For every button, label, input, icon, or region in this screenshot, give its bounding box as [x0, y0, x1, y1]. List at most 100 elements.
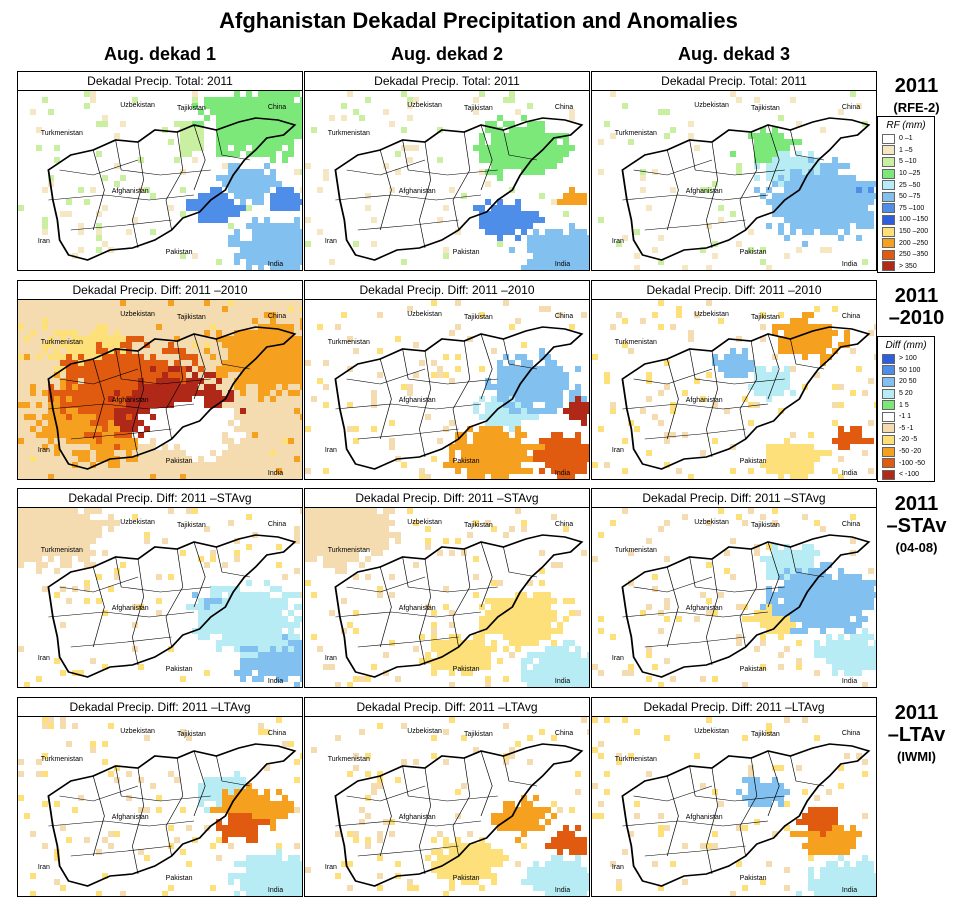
afghanistan-boundaries — [47, 326, 297, 470]
row-title-stav-sub: (04-08) — [895, 540, 938, 555]
country-label-pakistan: Pakistan — [165, 874, 193, 882]
column-title-dekad-2: Aug. dekad 2 — [390, 44, 504, 64]
row-title-rfe-sub: (RFE-2) — [893, 100, 940, 115]
afghanistan-boundaries — [621, 117, 871, 261]
legend-swatch — [882, 214, 895, 225]
legend-item: > 350 — [878, 261, 934, 273]
country-label-afghanistan: Afghanistan — [685, 813, 723, 821]
legend-swatch — [882, 365, 895, 376]
legend-swatch — [882, 446, 895, 457]
country-label-turkmenistan: Turkmenistan — [327, 547, 370, 555]
panel-title: Dekadal Precip. Diff: 2011 –LTAvg — [305, 698, 589, 717]
legend-swatch — [882, 376, 895, 387]
legend-swatch — [882, 411, 895, 422]
figure-title: Afghanistan Dekadal Precipitation and An… — [219, 8, 738, 33]
country-label-tajikistan: Tajikistan — [751, 105, 780, 113]
country-label-uzbekistan: Uzbekistan — [120, 727, 155, 735]
country-label-uzbekistan: Uzbekistan — [694, 518, 729, 526]
country-label-india: India — [267, 470, 284, 478]
country-label-turkmenistan: Turkmenistan — [614, 130, 657, 138]
country-label-turkmenistan: Turkmenistan — [40, 130, 83, 138]
panel-title: Dekadal Precip. Diff: 2011 –LTAvg — [592, 698, 876, 717]
precip-raster — [592, 508, 876, 687]
legend-item: 0 –1 — [878, 133, 934, 145]
country-label-tajikistan: Tajikistan — [751, 522, 780, 530]
country-label-tajikistan: Tajikistan — [751, 314, 780, 322]
legend-swatch — [882, 156, 895, 167]
country-label-iran: Iran — [37, 863, 50, 871]
country-label-pakistan: Pakistan — [452, 665, 480, 673]
country-label-pakistan: Pakistan — [452, 874, 480, 882]
legend-diff-title: Diff (mm) — [885, 340, 927, 351]
country-label-tajikistan: Tajikistan — [464, 314, 493, 322]
legend-label: -5 -1 — [899, 424, 914, 432]
legend-swatch — [882, 388, 895, 399]
row-title-ltav-main: 2011 –LTAv — [887, 702, 946, 746]
country-label-china: China — [554, 520, 574, 528]
legend-item: 20 50 — [878, 376, 934, 388]
legend-label: < -100 — [899, 471, 920, 479]
column-title-dekad-1: Aug. dekad 1 — [103, 44, 217, 64]
legend-item: -5 -1 — [878, 423, 934, 435]
country-label-china: China — [554, 729, 574, 737]
country-label-iran: Iran — [324, 446, 337, 454]
row-title-ltav-sub: (IWMI) — [897, 749, 936, 764]
afghanistan-boundaries — [621, 743, 871, 887]
afghanistan-boundaries — [334, 326, 584, 470]
country-label-pakistan: Pakistan — [165, 248, 193, 256]
legend-item: 5 20 — [878, 388, 934, 400]
panel-title: Dekadal Precip. Diff: 2011 –STAvg — [18, 489, 302, 508]
country-label-pakistan: Pakistan — [165, 457, 193, 465]
country-label-turkmenistan: Turkmenistan — [40, 339, 83, 347]
country-label-pakistan: Pakistan — [739, 248, 767, 256]
map-panel-r2-c3: Dekadal Precip. Diff: 2011 –2010 Uzbekist… — [591, 280, 877, 480]
legend-swatch — [882, 145, 895, 156]
country-label-afghanistan: Afghanistan — [398, 604, 436, 612]
legend-item: -50 -20 — [878, 446, 934, 458]
country-label-china: China — [554, 103, 574, 111]
country-label-iran: Iran — [611, 654, 624, 662]
country-label-china: China — [841, 312, 861, 320]
map-panel-r1-c3: Dekadal Precip. Total: 2011 Uzbekistan Taj… — [591, 71, 877, 271]
panel-title: Dekadal Precip. Diff: 2011 –2010 — [18, 281, 302, 300]
country-label-iran: Iran — [611, 863, 624, 871]
panel-title: Dekadal Precip. Total: 2011 — [18, 72, 302, 91]
country-label-uzbekistan: Uzbekistan — [120, 310, 155, 318]
country-label-tajikistan: Tajikistan — [177, 105, 206, 113]
country-label-afghanistan: Afghanistan — [398, 813, 436, 821]
legend-swatch — [882, 400, 895, 411]
legend-swatch — [882, 203, 895, 214]
country-label-tajikistan: Tajikistan — [464, 522, 493, 530]
country-label-iran: Iran — [324, 654, 337, 662]
country-label-china: China — [267, 729, 287, 737]
legend-item: 200 –250 — [878, 237, 934, 249]
legend-item: < -100 — [878, 469, 934, 481]
afghanistan-boundaries — [334, 117, 584, 261]
afghanistan-boundaries — [47, 534, 297, 678]
panel-title: Dekadal Precip. Diff: 2011 –2010 — [305, 281, 589, 300]
country-label-china: China — [841, 729, 861, 737]
precip-raster — [598, 91, 876, 270]
legend-item: 1 5 — [878, 399, 934, 411]
country-label-tajikistan: Tajikistan — [177, 522, 206, 530]
row-title-rfe-main: 2011 — [894, 75, 939, 97]
map-panel-r1-c1: Dekadal Precip. Total: 2011 Uzbekistan Taj… — [17, 71, 303, 271]
legend-label: 0 –1 — [899, 135, 913, 143]
precip-raster — [18, 508, 302, 687]
legend-swatch — [882, 180, 895, 191]
country-label-afghanistan: Afghanistan — [685, 604, 723, 612]
precip-raster — [18, 91, 302, 270]
country-label-pakistan: Pakistan — [452, 248, 480, 256]
row-title-rfe: 2011 (RFE-2) — [876, 75, 957, 119]
legend-label: 20 50 — [899, 378, 917, 386]
legend-swatch — [882, 261, 895, 272]
panel-title: Dekadal Precip. Total: 2011 — [305, 72, 589, 91]
legend-label: 1 –5 — [899, 146, 913, 154]
country-label-afghanistan: Afghanistan — [111, 396, 149, 404]
country-label-afghanistan: Afghanistan — [398, 187, 436, 195]
country-label-afghanistan: Afghanistan — [685, 396, 723, 404]
legend-item: -20 -5 — [878, 434, 934, 446]
country-label-iran: Iran — [324, 237, 337, 245]
country-label-india: India — [554, 887, 571, 895]
legend-label: 50 –75 — [899, 193, 921, 201]
